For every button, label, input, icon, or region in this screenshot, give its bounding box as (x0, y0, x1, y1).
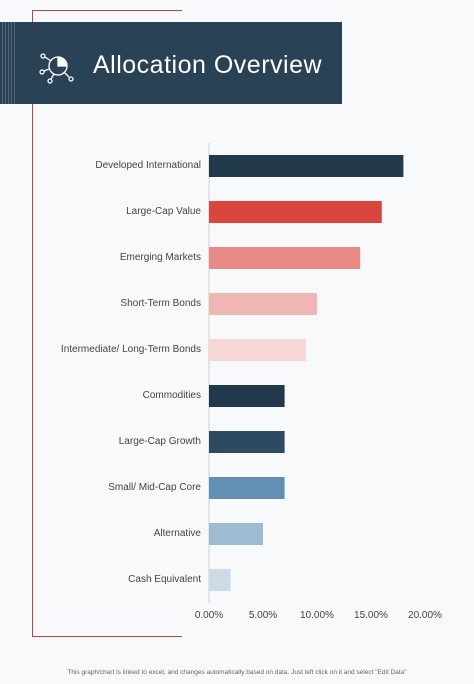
banner-stripes (0, 22, 16, 104)
bar-5 (209, 385, 285, 407)
bar-2 (209, 247, 361, 269)
x-tick-label: 20.00% (408, 610, 442, 621)
page-title: Allocation Overview (93, 51, 323, 79)
bar-3 (209, 293, 317, 315)
x-tick-label: 5.00% (249, 610, 277, 621)
category-label: Cash Equivalent (128, 574, 201, 585)
category-label: Large-Cap Growth (118, 436, 201, 447)
bar-4 (209, 339, 307, 361)
category-label: Developed International (95, 160, 201, 171)
x-tick-label: 15.00% (354, 610, 388, 621)
bar-6 (209, 431, 285, 453)
x-tick-label: 0.00% (195, 610, 223, 621)
x-tick-label: 10.00% (300, 610, 334, 621)
category-label: Small/ Mid-Cap Core (108, 482, 201, 493)
footer-note: This graph/chart is linked to excel, and… (67, 669, 407, 676)
bar-8 (209, 523, 263, 545)
category-label: Emerging Markets (119, 252, 201, 263)
bar-7 (209, 477, 285, 499)
title-banner (0, 22, 342, 104)
category-label: Intermediate/ Long-Term Bonds (60, 344, 201, 355)
pie-chart-network-icon (39, 53, 74, 84)
category-label: Commodities (142, 390, 201, 401)
bar-1 (209, 201, 382, 223)
bar-0 (209, 155, 404, 177)
frame-line-left (32, 10, 33, 637)
category-label: Short-Term Bonds (120, 298, 201, 309)
frame-line-top (32, 10, 182, 11)
frame-line-bottom (32, 636, 182, 637)
category-label: Large-Cap Value (126, 206, 201, 217)
bar-9 (209, 569, 231, 591)
category-label: Alternative (153, 528, 201, 539)
